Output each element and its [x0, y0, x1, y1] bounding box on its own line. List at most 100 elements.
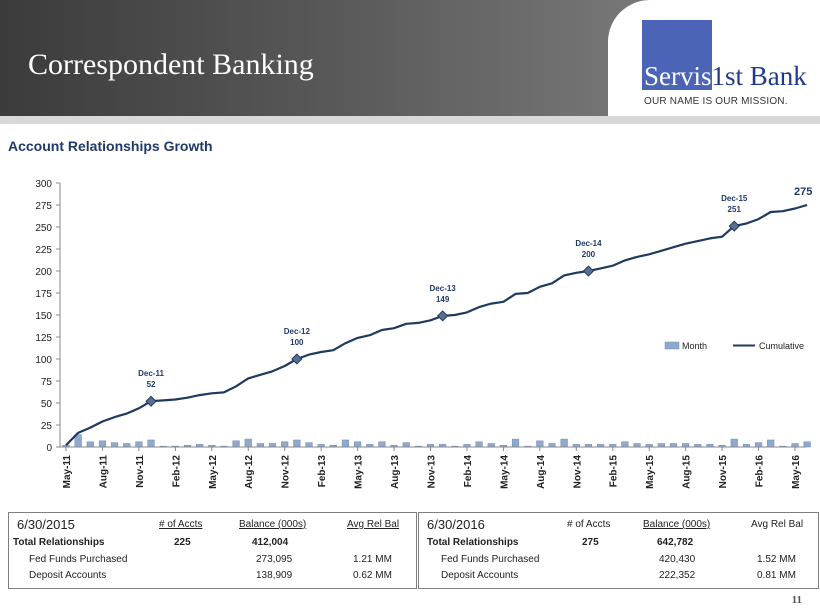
x-tick-label: May-14	[499, 455, 510, 489]
y-tick-label: 25	[41, 421, 53, 432]
x-tick-label: Feb-13	[317, 455, 328, 488]
y-tick-label: 75	[41, 377, 53, 388]
annotation-value: 52	[147, 380, 156, 389]
cumulative-line	[65, 203, 808, 446]
total-accts: 275	[582, 537, 599, 548]
logo-word-1st-bank: 1st Bank	[711, 61, 807, 91]
slide-title: Correspondent Banking	[28, 48, 314, 81]
month-bar	[378, 441, 386, 448]
row-label: Deposit Accounts	[29, 570, 107, 581]
header-divider	[0, 116, 820, 124]
logo-tagline: OUR NAME IS OUR MISSION.	[644, 96, 788, 107]
annotation-value: 149	[436, 295, 450, 304]
annotation-date: Dec-14	[575, 239, 602, 248]
x-tick-label: Nov-12	[281, 455, 292, 489]
x-tick-label: Nov-14	[572, 455, 583, 489]
y-tick-label: 175	[35, 289, 52, 300]
x-tick-label: Nov-13	[426, 455, 437, 489]
month-bar	[98, 440, 107, 448]
table-date: 6/30/2015	[17, 517, 75, 532]
x-tick-label: Aug-14	[536, 455, 547, 489]
month-bar	[244, 438, 252, 448]
y-tick-label: 300	[35, 179, 52, 190]
month-bar	[682, 443, 690, 448]
total-balance: 642,782	[657, 537, 694, 548]
row-balance: 420,430	[659, 554, 696, 565]
month-bar	[548, 443, 556, 448]
month-bar	[657, 443, 665, 448]
month-bar	[86, 441, 94, 448]
month-bar	[791, 443, 799, 448]
month-bar	[354, 441, 362, 448]
annotation-marker	[582, 265, 595, 277]
month-bar	[232, 440, 240, 448]
row-label: Fed Funds Purchased	[441, 554, 540, 565]
month-bar	[305, 442, 313, 448]
y-tick-label: 200	[35, 267, 52, 278]
logo-mark	[642, 20, 712, 90]
month-bar	[281, 441, 289, 448]
month-bar	[669, 443, 678, 448]
table-date: 6/30/2016	[427, 517, 485, 532]
x-tick-label: Feb-15	[609, 455, 620, 488]
x-tick-label: May-16	[791, 455, 802, 489]
col-header-accts: # of Accts	[159, 519, 203, 530]
annotation-marker	[436, 310, 449, 322]
col-header-balance: Balance (000s)	[643, 519, 711, 530]
x-tick-label: Nov-15	[718, 455, 729, 489]
row-avg: 0.62 MM	[353, 570, 392, 581]
month-bar	[621, 441, 629, 448]
page-number: 11	[791, 594, 802, 606]
bank-logo: Servis1st Bank	[644, 60, 807, 92]
month-bar	[767, 439, 775, 448]
annotation-marker	[728, 220, 740, 232]
month-bar	[402, 442, 410, 448]
summary-table-2016: 6/30/2016 # of Accts Balance (000s) Avg …	[418, 512, 819, 589]
total-accts: 225	[174, 537, 191, 548]
month-bar	[475, 441, 483, 448]
month-bar	[730, 438, 738, 448]
legend-label-month: Month	[682, 341, 707, 351]
month-bar	[754, 442, 763, 448]
total-balance: 412,004	[252, 537, 289, 548]
month-bar	[511, 438, 520, 448]
row-balance: 273,095	[256, 554, 293, 565]
y-tick-label: 150	[35, 311, 52, 322]
row-label: Deposit Accounts	[441, 570, 519, 581]
annotation-value: 200	[582, 250, 596, 259]
legend-swatch-month	[664, 341, 680, 350]
x-tick-label: Feb-14	[463, 455, 474, 488]
x-tick-label: Aug-12	[244, 455, 255, 489]
end-value-label: 275	[794, 186, 812, 198]
legend-label-cumulative: Cumulative	[759, 341, 804, 351]
month-bar	[341, 439, 350, 448]
month-bar	[123, 443, 131, 448]
x-tick-label: Feb-12	[171, 455, 182, 488]
col-header-avg: Avg Rel Bal	[751, 519, 804, 530]
summary-table-2015: 6/30/2015 # of Accts Balance (000s) Avg …	[8, 512, 417, 589]
total-label: Total Relationships	[427, 537, 519, 548]
y-tick-label: 125	[35, 333, 52, 344]
row-label: Fed Funds Purchased	[29, 554, 128, 565]
annotation-marker	[145, 395, 157, 407]
col-header-balance: Balance (000s)	[239, 519, 307, 530]
chart-title: Account Relationships Growth	[8, 138, 213, 154]
x-tick-label: May-13	[354, 455, 365, 489]
total-label: Total Relationships	[13, 537, 105, 548]
y-tick-label: 100	[35, 355, 52, 366]
row-balance: 138,909	[256, 570, 293, 581]
row-avg: 0.81 MM	[757, 570, 796, 581]
y-tick-label: 0	[46, 443, 52, 454]
account-growth-chart: 0 25 50 75 100 125 150 175 200 225 250 275 300 May-11…	[35, 179, 812, 489]
month-bar	[135, 441, 143, 448]
annotation-value: 251	[728, 205, 742, 214]
month-bar	[268, 443, 277, 448]
y-tick-label: 275	[35, 201, 52, 212]
month-bar	[536, 440, 544, 448]
annotation-date: Dec-15	[721, 194, 748, 203]
x-tick-label: Feb-16	[755, 455, 766, 488]
x-tick-label: Aug-13	[390, 455, 401, 489]
month-bar	[633, 443, 641, 448]
month-bar	[293, 439, 301, 448]
row-balance: 222,352	[659, 570, 696, 581]
